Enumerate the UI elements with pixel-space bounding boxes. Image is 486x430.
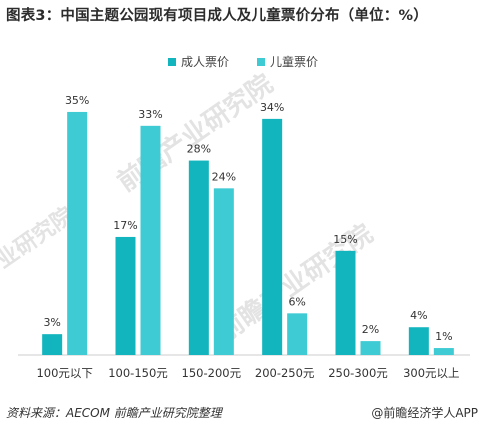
bar-adult-0 <box>42 334 63 355</box>
category-label-2: 150-200元 <box>182 366 242 380</box>
category-labels-layer: 100元以下 100-150元 150-200元 200-250元 250-300元 30… <box>36 366 459 380</box>
bar-child-5 <box>433 348 454 355</box>
bar-child-2 <box>213 188 234 355</box>
value-label-adult-1: 17% <box>113 219 137 232</box>
bar-adult-1 <box>115 236 136 355</box>
bar-adult-4 <box>335 250 356 355</box>
legend-swatch-child <box>257 57 265 66</box>
bar-adult-5 <box>408 327 429 355</box>
bar-child-4 <box>360 341 381 355</box>
legend: 成人票价 儿童票价 <box>0 53 486 70</box>
value-label-child-5: 1% <box>435 330 452 343</box>
category-label-1: 100-150元 <box>108 366 168 380</box>
bar-adult-2 <box>188 160 209 355</box>
legend-item-child: 儿童票价 <box>257 53 318 70</box>
value-label-child-4: 2% <box>362 323 379 336</box>
value-label-adult-3: 34% <box>260 101 284 114</box>
category-label-3: 200-250元 <box>255 366 315 380</box>
value-label-child-3: 6% <box>288 295 305 308</box>
value-label-adult-4: 15% <box>333 233 357 246</box>
bar-adult-3 <box>262 118 283 355</box>
value-labels-layer: 3% 35% 17% 33% 28% 24% 34% 6% 15% 2% 4% 1% <box>43 94 452 343</box>
bar-child-3 <box>287 313 308 355</box>
bar-child-1 <box>140 125 161 355</box>
value-label-adult-5: 4% <box>410 309 427 322</box>
chart-title: 图表3：中国主题公园现有项目成人及儿童票价分布（单位：%） <box>6 8 428 24</box>
category-label-0: 100元以下 <box>36 366 92 380</box>
source-note: 资料来源：AECOM 前瞻产业研究院整理 <box>6 406 222 420</box>
value-label-child-0: 35% <box>65 94 89 107</box>
legend-swatch-adult <box>167 57 176 66</box>
bar-child-0 <box>67 111 88 355</box>
watermark-text-2: 产业研究院 <box>0 202 79 286</box>
value-label-child-1: 33% <box>138 108 162 121</box>
category-label-4: 250-300元 <box>328 366 388 380</box>
brand-credit: @前瞻经济学人APP <box>371 406 478 420</box>
category-label-5: 300元以上 <box>403 366 459 380</box>
value-label-adult-2: 28% <box>187 143 211 156</box>
legend-label-adult: 成人票价 <box>180 55 229 69</box>
legend-label-child: 儿童票价 <box>270 55 319 69</box>
legend-item-adult: 成人票价 <box>167 53 229 70</box>
value-label-child-2: 24% <box>212 170 236 183</box>
value-label-adult-0: 3% <box>43 316 60 329</box>
bars-layer <box>42 111 454 355</box>
